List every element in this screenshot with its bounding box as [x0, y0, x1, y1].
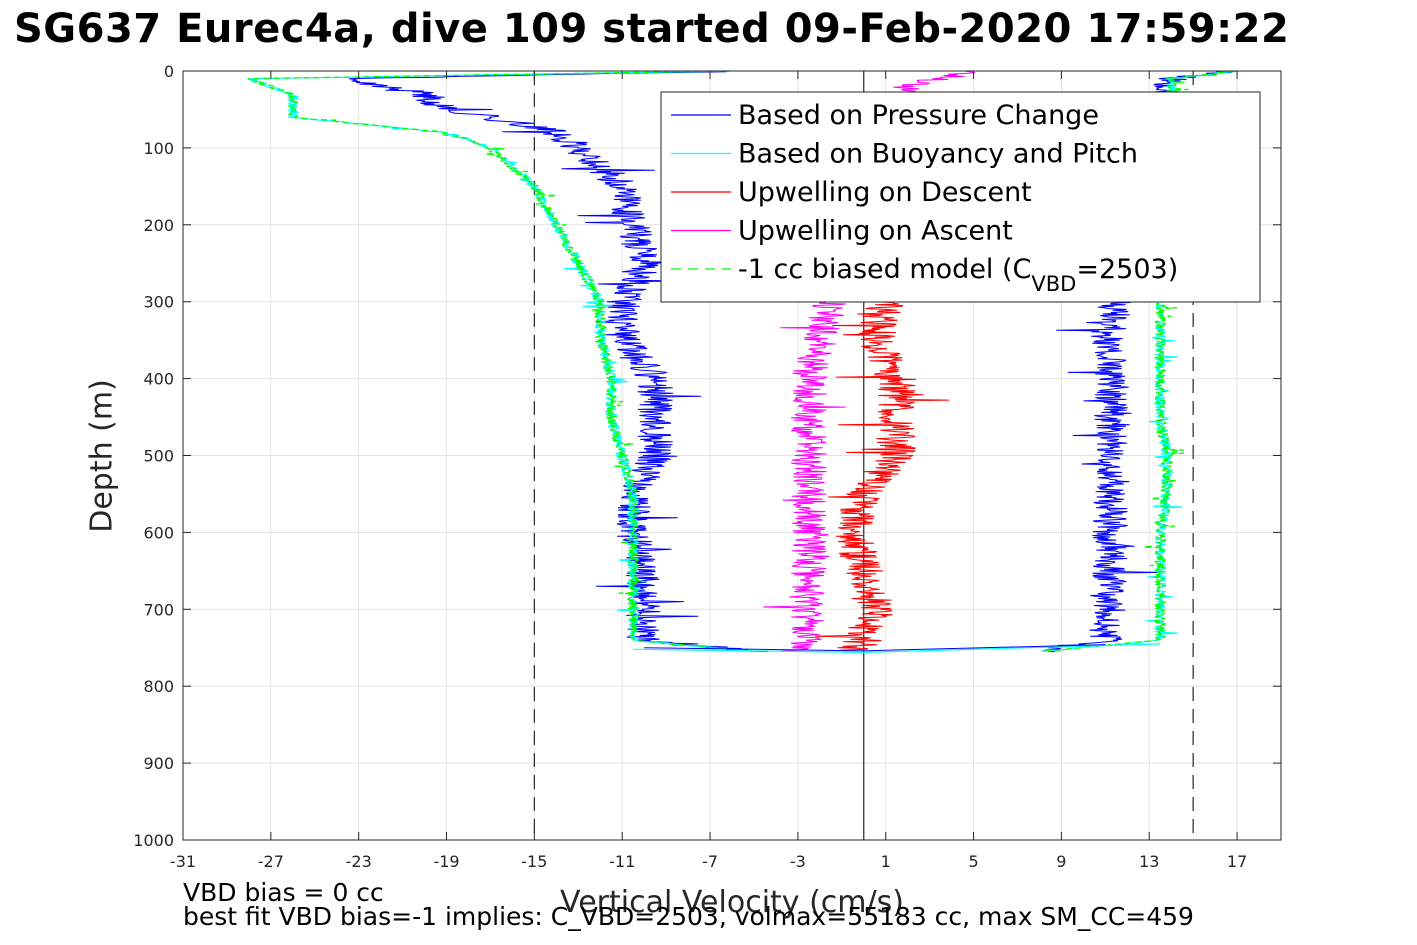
legend-label: Upwelling on Ascent	[738, 216, 1013, 247]
legend: Based on Pressure Change Based on Buoyanc…	[660, 91, 1261, 303]
x-axis-ticks: -31 -27 -23 -19 -15 -11 -7 -3 1 5 9 13 17	[170, 71, 1247, 871]
y-tick-label: 1000	[133, 831, 174, 850]
y-tick-label: 100	[143, 139, 174, 158]
x-tick-label: -31	[170, 852, 196, 871]
legend-label-subscript: VBD	[1031, 272, 1076, 296]
legend-box	[660, 91, 1261, 303]
x-tick-label: 5	[968, 852, 978, 871]
legend-label: Based on Buoyancy and Pitch	[738, 139, 1138, 170]
buoyancy-pitch-turnaround	[633, 643, 1161, 653]
chart-title: SG637 Eurec4a, dive 109 started 09-Feb-2…	[14, 6, 1290, 52]
biased-model-descent-line	[247, 70, 758, 653]
x-tick-label: 1	[881, 852, 891, 871]
y-tick-label: 0	[164, 62, 174, 81]
x-tick-label: -19	[433, 852, 459, 871]
y-tick-label: 400	[143, 370, 174, 389]
y-axis-label: Depth (m)	[85, 379, 120, 533]
y-tick-label: 800	[143, 677, 174, 696]
x-tick-label: -3	[790, 852, 806, 871]
x-tick-label: -15	[521, 852, 547, 871]
x-tick-label: -27	[258, 852, 284, 871]
legend-label-prefix: -1 cc biased model (C	[738, 254, 1031, 285]
legend-label: Based on Pressure Change	[738, 100, 1099, 131]
x-tick-label: -23	[346, 852, 372, 871]
x-tick-label: 9	[1056, 852, 1066, 871]
y-axis-ticks: 0 100 200 300 400 500 600 700 800 900 1000	[133, 62, 1281, 850]
x-tick-label: -7	[702, 852, 718, 871]
legend-label: -1 cc biased model (CVBD=2503)	[738, 254, 1178, 296]
x-axis-label: Vertical Velocity (cm/s)	[560, 885, 904, 920]
vbd-bias-note: VBD bias = 0 cc	[183, 878, 384, 907]
y-tick-label: 700	[143, 600, 174, 619]
y-tick-label: 200	[143, 216, 174, 235]
pressure-change-turnaround	[644, 644, 1106, 652]
best-fit-note: best fit VBD bias=-1 implies: C_VBD=2503…	[183, 902, 1194, 931]
y-tick-label: 500	[143, 447, 174, 466]
y-tick-label: 600	[143, 523, 174, 542]
x-tick-label: 13	[1139, 852, 1159, 871]
y-tick-label: 300	[143, 293, 174, 312]
legend-label-suffix: =2503)	[1076, 254, 1178, 285]
x-tick-label: -11	[609, 852, 635, 871]
descent-upwelling-line	[814, 301, 950, 652]
y-tick-label: 900	[143, 754, 174, 773]
legend-label: Upwelling on Descent	[738, 177, 1032, 208]
x-tick-label: 17	[1227, 852, 1247, 871]
